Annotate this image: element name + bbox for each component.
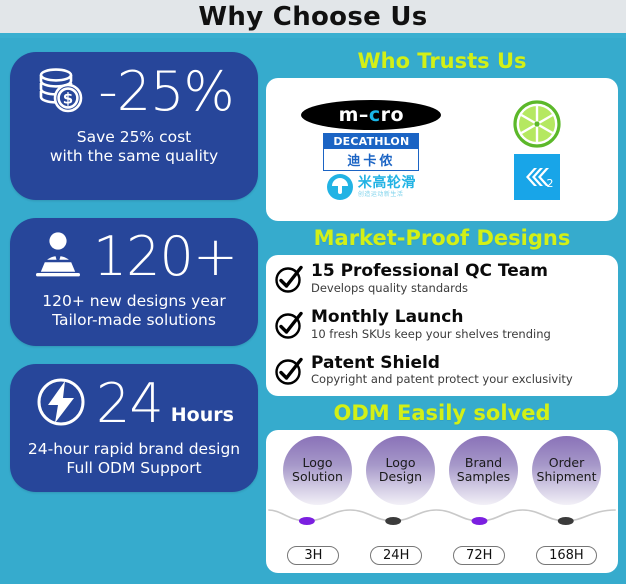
stat-card-designs-top: 120+	[20, 230, 248, 284]
odm-wave-line	[268, 508, 616, 525]
odm-step-line1: Brand	[464, 454, 503, 470]
stat-caption-line1: 24-hour rapid brand design	[27, 440, 241, 458]
odm-time-chip: 168H	[536, 545, 597, 565]
stat-card-discount: $ -25% Save 25% cost with the same quali…	[10, 52, 258, 200]
section-title-odm: ODM Easily solved	[333, 400, 551, 425]
section-market-proof: Market-Proof Designs 15 Professional QC …	[266, 223, 618, 396]
stat-caption-hours: 24-hour rapid brand design Full ODM Supp…	[28, 440, 240, 479]
migao-logo-sub: 创造运动新生活	[357, 190, 404, 198]
migao-mark-icon	[326, 173, 353, 200]
lime-slice-icon	[513, 100, 561, 148]
section-title-market: Market-Proof Designs	[313, 226, 571, 251]
svg-text:$: $	[63, 90, 73, 108]
checklist-item-head: Patent Shield	[311, 352, 440, 373]
market-checklist-panel: 15 Professional QC Team Develops quality…	[266, 255, 618, 396]
odm-step-line2: Shipment	[536, 469, 597, 485]
stat-caption-line1: 120+ new designs year	[42, 292, 226, 310]
chevron-2-icon: 2	[514, 153, 561, 200]
odm-timeline: Logo Solution Logo Design Brand Samples	[266, 430, 618, 573]
stat-card-discount-top: $ -25%	[20, 64, 248, 120]
section-who-trusts-us: Who Trusts Us m – c ro DECATHLON 迪卡侬	[266, 46, 618, 222]
page-body: $ -25% Save 25% cost with the same quali…	[0, 38, 626, 579]
checklist-item: Monthly Launch 10 fresh SKUs keep your s…	[274, 308, 610, 344]
odm-step-line1: Logo	[302, 454, 333, 470]
chevron-logo-number: 2	[547, 177, 554, 190]
odm-step-line2: Design	[378, 469, 423, 485]
checklist-item-head: Monthly Launch	[311, 306, 464, 327]
checklist-item: 15 Professional QC Team Develops quality…	[274, 262, 610, 298]
trust-logos-panel: m – c ro DECATHLON 迪卡侬 米高轮滑	[266, 78, 618, 222]
checklist-item-head: 15 Professional QC Team	[311, 261, 548, 282]
checklist-item-sub: 10 fresh SKUs keep your shelves trending	[311, 326, 551, 341]
stat-caption-line2: Full ODM Support	[66, 459, 202, 478]
odm-step: Brand Samples	[449, 435, 518, 505]
migao-logo-cn: 米高轮滑	[357, 174, 416, 191]
odm-step-line2: Samples	[456, 469, 511, 485]
stat-caption-line1: Save 25% cost	[76, 128, 192, 146]
checklist-item-text: Monthly Launch 10 fresh SKUs keep your s…	[311, 308, 551, 341]
check-circle-icon	[274, 264, 304, 298]
stat-value-hours: 24	[96, 372, 164, 435]
checklist-item: Patent Shield Copyright and patent prote…	[274, 352, 610, 390]
stat-unit-hours: Hours	[170, 404, 234, 426]
odm-timeline-panel: Logo Solution Logo Design Brand Samples	[266, 429, 618, 573]
market-checklist: 15 Professional QC Team Develops quality…	[266, 255, 618, 395]
odm-time-chip: 3H	[287, 545, 340, 565]
section-title-trust: Who Trusts Us	[357, 49, 527, 73]
odm-time-chip: 72H	[453, 545, 506, 565]
stat-card-hours: 24 Hours 24-hour rapid brand design Full…	[10, 364, 258, 492]
decathlon-logo-top: DECATHLON	[324, 133, 419, 149]
micro-logo-m: m	[338, 103, 359, 126]
page-header: Why Choose Us	[0, 0, 626, 38]
lightning-bolt-icon	[34, 376, 88, 432]
stat-value-designs: 120+	[92, 225, 238, 288]
stat-card-hours-top: 24 Hours	[20, 376, 248, 432]
odm-step-line1: Order	[548, 454, 585, 470]
micro-logo-ro: ro	[380, 103, 405, 126]
check-circle-icon	[274, 310, 304, 344]
trust-logos-right: 2	[467, 84, 608, 215]
odm-steps: Logo Solution Logo Design Brand Samples	[272, 435, 612, 505]
checklist-item-text: 15 Professional QC Team Develops quality…	[311, 262, 548, 295]
trust-logos: m – c ro DECATHLON 迪卡侬 米高轮滑	[266, 78, 618, 221]
odm-step: Logo Solution	[283, 435, 352, 505]
stat-value-discount: -25%	[98, 60, 235, 123]
decathlon-logo: DECATHLON 迪卡侬	[323, 132, 420, 171]
migao-logo-text: 米高轮滑 创造运动新生活	[358, 176, 416, 198]
person-laptop-icon	[31, 230, 85, 284]
trust-logos-left: m – c ro DECATHLON 迪卡侬 米高轮滑	[276, 84, 467, 215]
odm-step-line1: Logo	[385, 454, 416, 470]
stat-card-designs: 120+ 120+ new designs year Tailor-made s…	[10, 218, 258, 346]
odm-step-line2: Solution	[292, 469, 343, 485]
odm-time-chips: 3H 24H 72H 168H	[266, 545, 618, 565]
sections-column: Who Trusts Us m – c ro DECATHLON 迪卡侬	[266, 44, 618, 573]
micro-logo-c: c	[368, 103, 381, 126]
odm-step: Order Shipment	[532, 435, 601, 505]
section-odm: ODM Easily solved Logo Solution Logo Des…	[266, 398, 618, 573]
stats-column: $ -25% Save 25% cost with the same quali…	[10, 44, 258, 573]
coins-icon: $	[34, 64, 90, 120]
checklist-item-sub: Copyright and patent protect your exclus…	[311, 372, 573, 387]
odm-step: Logo Design	[366, 435, 435, 505]
migao-logo: 米高轮滑 创造运动新生活	[326, 173, 416, 200]
checklist-item-text: Patent Shield Copyright and patent prote…	[311, 352, 573, 387]
page-title: Why Choose Us	[198, 1, 428, 32]
stat-caption-line2: Tailor-made solutions	[52, 311, 216, 330]
stat-caption-line2: with the same quality	[49, 147, 219, 166]
decathlon-logo-bottom: 迪卡侬	[347, 153, 396, 169]
micro-logo-dash: –	[358, 103, 369, 126]
check-circle-icon	[274, 356, 304, 390]
stat-caption-designs: 120+ new designs year Tailor-made soluti…	[42, 292, 225, 331]
stat-caption-discount: Save 25% cost with the same quality	[50, 128, 218, 167]
checklist-item-sub: Develops quality standards	[311, 281, 468, 295]
micro-logo: m – c ro	[301, 99, 442, 130]
odm-time-chip: 24H	[370, 545, 423, 565]
